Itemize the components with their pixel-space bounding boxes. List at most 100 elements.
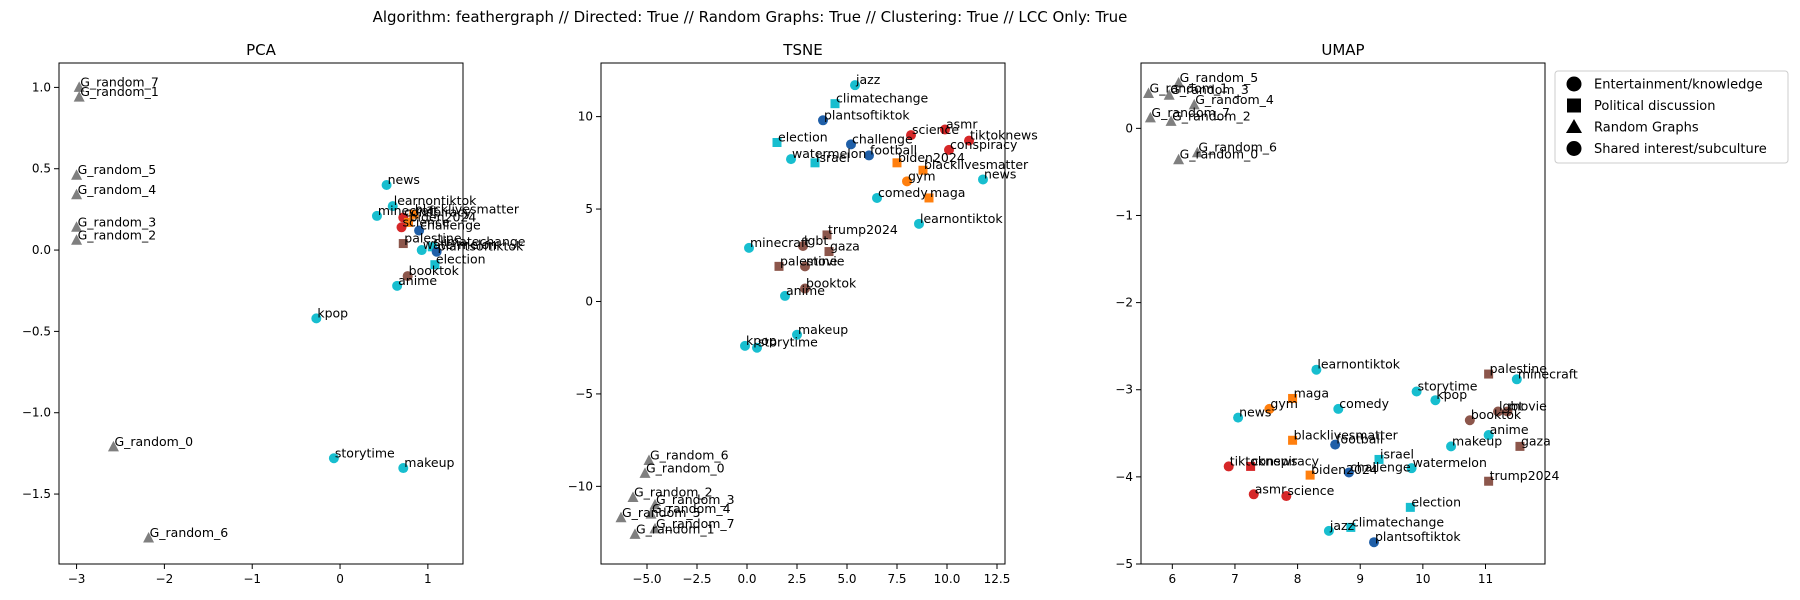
point-news [1233, 412, 1244, 423]
point-label-kpop: kpop [746, 333, 777, 348]
point-g-random-1 [629, 528, 641, 539]
point-label-blacklivesmatter: blacklivesmatter [1294, 427, 1399, 442]
x-tick-label: 12.5 [984, 572, 1011, 586]
legend-label-random-graphs: Random Graphs [1594, 121, 1699, 136]
point-g-random-6 [643, 454, 655, 465]
legend-marker-random-graphs [1566, 119, 1582, 133]
point-anime [392, 280, 403, 291]
point-label-challenge: challenge [420, 218, 481, 233]
point-science [906, 130, 916, 141]
x-tick-label: −2 [156, 572, 174, 586]
point-label-election: election [436, 252, 486, 267]
y-tick-label: 10 [578, 110, 593, 124]
point-label-comedy: comedy [878, 185, 928, 200]
x-tick-label: 0.0 [737, 572, 756, 586]
point-label-election: election [778, 129, 828, 144]
point-label-watermelon: watermelon [423, 237, 497, 252]
x-tick-label: −3 [68, 572, 86, 586]
point-g-random-1 [73, 91, 85, 102]
point-label-booktok: booktok [1471, 407, 1522, 422]
point-label-palestine: palestine [780, 253, 838, 268]
point-makeup [398, 463, 409, 474]
point-maga [1288, 393, 1298, 403]
point-label-blacklivesmatter: blacklivesmatter [924, 157, 1029, 172]
point-g-random-2 [1165, 115, 1177, 126]
point-g-random-1 [1143, 87, 1155, 98]
y-tick-label: 0.5 [32, 162, 51, 176]
panel-frame-umap [1140, 62, 1546, 565]
point-gym [902, 176, 912, 187]
point-label-football: football [870, 142, 917, 157]
panel-frame-pca [58, 62, 464, 565]
point-label-maga: maga [930, 185, 965, 200]
point-label-g-random-2: G_random_2 [78, 227, 157, 242]
point-label-g-random-0: G_random_0 [646, 460, 725, 475]
point-label-palestine: palestine [1490, 361, 1548, 376]
y-tick-label: 0.0 [32, 243, 51, 257]
point-label-maga: maga [1294, 385, 1329, 400]
point-label-anime: anime [1490, 422, 1529, 437]
point-label-g-random-7: G_random_7 [1151, 105, 1230, 120]
point-label-lgbt: lgbt [1499, 399, 1523, 414]
point-label-lgbt: lgbt [804, 233, 828, 248]
legend-label-political-discussion: Political discussion [1594, 99, 1716, 114]
point-gym [1264, 403, 1275, 414]
x-tick-label: −5.0 [632, 572, 661, 586]
point-asmr [1248, 489, 1259, 500]
point-label-g-random-5: G_random_5 [78, 162, 157, 177]
point-makeup [1446, 441, 1457, 452]
x-tick-label: 5.0 [837, 572, 856, 586]
x-tick-label: 7.5 [887, 572, 906, 586]
point-climatechange [1346, 522, 1356, 532]
point-booktok [1464, 415, 1475, 426]
point-label-g-random-4: G_random_4 [652, 501, 731, 516]
point-storytime [752, 342, 762, 353]
panel-frame-tsne [600, 62, 1006, 565]
x-tick-label: 8 [1294, 572, 1302, 586]
point-label-minecraft: minecraft [378, 203, 438, 218]
point-g-random-4 [1188, 98, 1200, 110]
point-biden2024 [404, 217, 414, 227]
point-biden2024 [892, 158, 902, 168]
point-tiktoknews [964, 135, 974, 146]
point-climatechange [427, 242, 437, 252]
point-lgbt [798, 241, 808, 252]
point-label-minecraft: minecraft [1518, 366, 1578, 381]
point-booktok [402, 271, 413, 282]
point-label-g-random-3: G_random_3 [1170, 82, 1249, 97]
point-label-g-random-6: G_random_6 [150, 525, 229, 540]
point-comedy [872, 192, 882, 203]
x-tick-label: −2.5 [682, 572, 711, 586]
x-tick-label: 2.5 [787, 572, 806, 586]
point-jazz [1323, 525, 1334, 536]
point-label-g-random-4: G_random_4 [1195, 92, 1274, 107]
point-g-random-5 [71, 169, 83, 180]
point-election [430, 260, 440, 270]
point-challenge [1343, 467, 1354, 478]
point-label-plantsoftiktok: plantsoftiktok [1375, 529, 1461, 544]
point-asmr [940, 124, 950, 135]
point-g-random-7 [649, 522, 661, 534]
point-label-minecraft: minecraft [750, 235, 810, 250]
point-comedy [1333, 403, 1344, 414]
point-conspiracy [944, 144, 954, 155]
point-label-challenge: challenge [1350, 460, 1411, 475]
point-label-g-random-5: G_random_5 [622, 505, 701, 520]
point-g-random-5 [615, 511, 627, 523]
point-makeup [792, 329, 802, 340]
point-label-g-random-3: G_random_3 [78, 214, 157, 229]
point-label-trump2024: trump2024 [1490, 468, 1560, 483]
point-label-news: news [1239, 405, 1271, 420]
legend: Entertainment/knowledge Political discuss… [1554, 70, 1789, 164]
x-tick-label: 1 [424, 572, 432, 586]
point-storytime [328, 453, 339, 464]
point-label-science: science [403, 214, 450, 229]
point-label-watermelon: watermelon [792, 146, 866, 161]
point-storytime [1411, 386, 1422, 397]
point-kpop [311, 313, 322, 324]
x-tick-label: 0 [336, 572, 344, 586]
point-g-random-7 [1144, 111, 1156, 123]
point-climatechange [830, 99, 840, 109]
point-learnontiktok [1311, 364, 1322, 375]
point-label-gaza: gaza [830, 239, 860, 254]
